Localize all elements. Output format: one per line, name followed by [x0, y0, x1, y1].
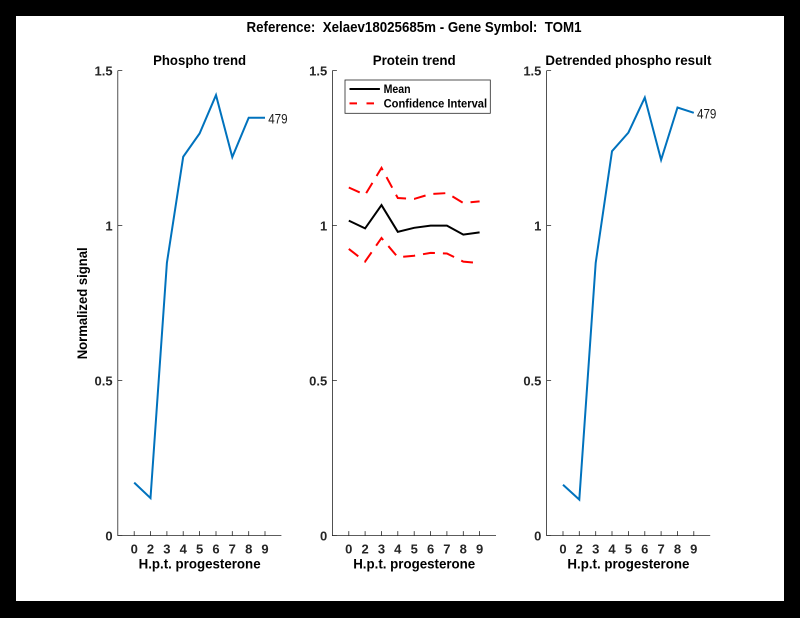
svg-text:0: 0	[131, 541, 138, 556]
svg-text:Mean: Mean	[384, 82, 411, 96]
svg-text:479: 479	[697, 106, 716, 121]
svg-text:Normalized signal: Normalized signal	[75, 247, 90, 359]
svg-text:H.p.t. progesterone: H.p.t. progesterone	[567, 556, 689, 571]
svg-text:3: 3	[378, 541, 385, 556]
svg-text:9: 9	[690, 541, 697, 556]
svg-text:4: 4	[608, 541, 616, 556]
svg-text:0.5: 0.5	[523, 374, 541, 389]
svg-text:1: 1	[105, 219, 112, 234]
svg-text:0.5: 0.5	[309, 374, 327, 389]
svg-text:0: 0	[345, 541, 352, 556]
svg-text:0: 0	[320, 529, 327, 544]
svg-text:7: 7	[443, 541, 450, 556]
svg-text:479: 479	[268, 111, 287, 126]
svg-text:2: 2	[147, 541, 154, 556]
svg-text:Reference: Xelaev18025685m -: Reference: Xelaev18025685m - Gene Symbol…	[247, 20, 582, 36]
svg-text:2: 2	[361, 541, 368, 556]
svg-text:6: 6	[427, 541, 434, 556]
svg-text:1.5: 1.5	[95, 64, 113, 79]
svg-text:5: 5	[196, 541, 203, 556]
svg-text:0: 0	[105, 529, 112, 544]
svg-text:Phospho trend: Phospho trend	[153, 53, 246, 68]
svg-text:8: 8	[460, 541, 467, 556]
svg-text:7: 7	[229, 541, 236, 556]
svg-text:4: 4	[180, 541, 188, 556]
svg-text:8: 8	[245, 541, 252, 556]
svg-text:Protein trend: Protein trend	[373, 53, 456, 68]
svg-text:Confidence Interval: Confidence Interval	[384, 97, 488, 111]
svg-text:9: 9	[476, 541, 483, 556]
svg-text:3: 3	[592, 541, 599, 556]
svg-text:0.5: 0.5	[95, 374, 113, 389]
svg-text:Detrended phospho result: Detrended phospho result	[545, 53, 711, 68]
svg-text:7: 7	[657, 541, 664, 556]
svg-text:6: 6	[212, 541, 219, 556]
svg-text:6: 6	[641, 541, 648, 556]
svg-text:0: 0	[559, 541, 566, 556]
svg-text:8: 8	[674, 541, 681, 556]
svg-text:9: 9	[261, 541, 268, 556]
svg-text:H.p.t. progesterone: H.p.t. progesterone	[353, 556, 475, 571]
svg-text:1.5: 1.5	[309, 64, 327, 79]
svg-text:0: 0	[534, 529, 541, 544]
svg-text:1: 1	[534, 219, 541, 234]
svg-text:1: 1	[320, 219, 327, 234]
svg-text:4: 4	[394, 541, 402, 556]
svg-text:2: 2	[576, 541, 583, 556]
svg-text:1.5: 1.5	[523, 64, 541, 79]
svg-text:H.p.t. progesterone: H.p.t. progesterone	[139, 556, 261, 571]
svg-text:5: 5	[411, 541, 418, 556]
svg-text:3: 3	[163, 541, 170, 556]
svg-text:5: 5	[625, 541, 632, 556]
